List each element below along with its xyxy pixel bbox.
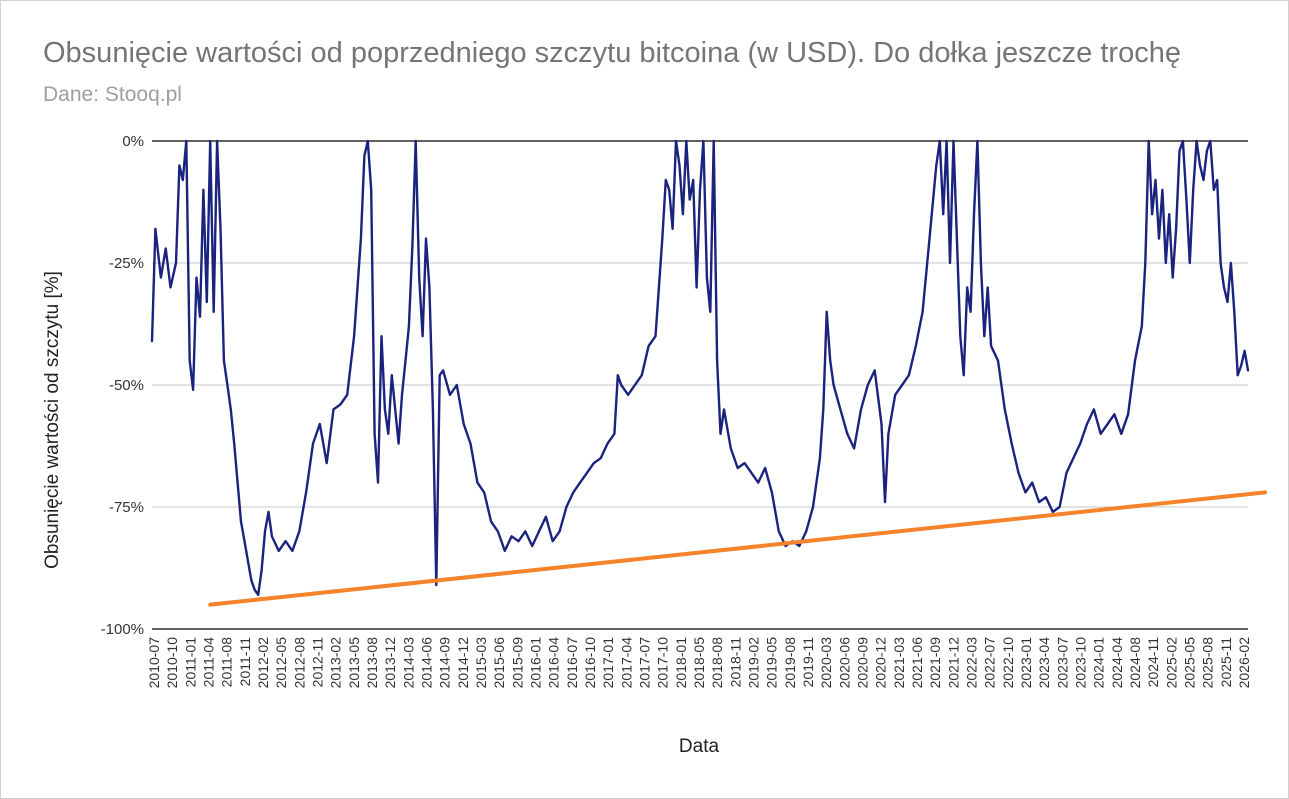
- x-tick-label: 2014-12: [455, 637, 471, 689]
- x-tick-label: 2013-05: [346, 637, 362, 689]
- y-tick-label: -100%: [101, 621, 144, 638]
- x-tick-label: 2020-03: [818, 637, 834, 689]
- x-tick-label: 2012-02: [255, 637, 271, 689]
- x-tick-label: 2013-08: [364, 637, 380, 689]
- x-tick-label: 2023-01: [1018, 637, 1034, 689]
- x-tick-label: 2014-06: [419, 637, 435, 689]
- x-tick-label: 2024-11: [1145, 637, 1161, 688]
- x-tick-label: 2018-11: [727, 637, 743, 688]
- x-tick-label: 2011-04: [201, 637, 217, 688]
- y-tick-labels: 0% -25% -50% -75% -100%: [101, 133, 144, 638]
- x-tick-label: 2021-03: [891, 637, 907, 689]
- x-tick-label: 2022-07: [982, 637, 998, 689]
- y-axis-label: Obsunięcie wartości od szczytu [%]: [42, 271, 63, 569]
- x-tick-label: 2011-08: [219, 637, 235, 688]
- x-tick-label: 2014-03: [400, 637, 416, 689]
- x-tick-label: 2010-10: [164, 637, 180, 689]
- x-tick-label: 2021-12: [945, 637, 961, 689]
- x-tick-label: 2011-01: [182, 637, 198, 688]
- x-tick-label: 2017-04: [618, 637, 634, 689]
- chart-title: Obsunięcie wartości od poprzedniego szcz…: [43, 37, 1181, 69]
- x-tick-label: 2024-04: [1109, 637, 1125, 689]
- x-tick-label: 2023-10: [1073, 637, 1089, 689]
- x-tick-label: 2021-06: [909, 637, 925, 689]
- chart-subtitle: Dane: Stooq.pl: [43, 83, 182, 106]
- x-tick-label: 2016-01: [528, 637, 544, 689]
- y-tick-label: 0%: [122, 133, 144, 150]
- y-tick-label: -25%: [109, 255, 144, 272]
- x-tick-label: 2023-04: [1036, 637, 1052, 689]
- x-tick-label: 2016-10: [582, 637, 598, 689]
- x-tick-label: 2016-04: [546, 637, 562, 689]
- x-tick-label: 2011-11: [237, 637, 253, 687]
- x-tick-label: 2022-10: [1000, 637, 1016, 689]
- x-tick-label: 2018-01: [673, 637, 689, 689]
- x-tick-label: 2015-03: [473, 637, 489, 689]
- x-tick-label: 2017-10: [655, 637, 671, 689]
- x-tick-label: 2012-08: [291, 637, 307, 689]
- y-tick-label: -50%: [109, 377, 144, 394]
- drawdown-series-line: [150, 139, 1250, 596]
- y-tick-label: -75%: [109, 499, 144, 516]
- x-tick-label: 2013-12: [382, 637, 398, 689]
- x-tick-label: 2019-02: [746, 637, 762, 689]
- x-tick-label: 2018-05: [691, 637, 707, 689]
- x-tick-label: 2025-05: [1182, 637, 1198, 689]
- x-tick-label: 2018-08: [709, 637, 725, 689]
- x-tick-label: 2017-01: [600, 637, 616, 689]
- trend-line: [208, 490, 1268, 607]
- x-tick-label: 2017-07: [637, 637, 653, 689]
- x-tick-label: 2014-09: [437, 637, 453, 689]
- x-tick-label: 2010-07: [146, 637, 162, 689]
- grid-lines: [152, 140, 1248, 630]
- x-axis-label: Data: [679, 736, 720, 757]
- x-tick-label: 2019-08: [782, 637, 798, 689]
- x-tick-label: 2016-07: [564, 637, 580, 689]
- x-tick-label: 2013-02: [328, 637, 344, 689]
- x-tick-label: 2022-03: [964, 637, 980, 689]
- x-tick-label: 2026-02: [1236, 637, 1252, 689]
- x-tick-label: 2020-09: [855, 637, 871, 689]
- x-tick-label: 2019-11: [800, 637, 816, 688]
- x-tick-labels: 2010-07 2010-10 2011-01 2011-04 2011-08 2011-…: [146, 637, 1252, 689]
- x-tick-label: 2025-11: [1218, 637, 1234, 688]
- x-tick-label: 2020-12: [873, 637, 889, 689]
- x-tick-label: 2015-06: [491, 637, 507, 689]
- x-tick-label: 2019-05: [764, 637, 780, 689]
- x-tick-label: 2025-02: [1163, 637, 1179, 689]
- x-tick-label: 2021-09: [927, 637, 943, 689]
- x-tick-label: 2024-01: [1091, 637, 1107, 689]
- x-tick-label: 2024-08: [1127, 637, 1143, 689]
- x-tick-label: 2020-06: [836, 637, 852, 689]
- x-tick-label: 2015-09: [509, 637, 525, 689]
- x-tick-label: 2012-11: [310, 637, 326, 688]
- x-tick-label: 2025-08: [1200, 637, 1216, 689]
- x-tick-label: 2023-07: [1054, 637, 1070, 689]
- series-group: [150, 139, 1268, 607]
- x-tick-label: 2012-05: [273, 637, 289, 689]
